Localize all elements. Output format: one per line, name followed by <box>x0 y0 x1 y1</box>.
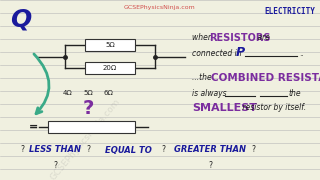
Text: 5Ω: 5Ω <box>83 90 93 96</box>
Text: COMBINED RESISTANCE: COMBINED RESISTANCE <box>211 73 320 83</box>
Text: ..: .. <box>299 48 304 57</box>
Text: =: = <box>28 122 38 132</box>
FancyBboxPatch shape <box>48 121 135 133</box>
Text: RESISTORS: RESISTORS <box>209 33 270 43</box>
Text: is always: is always <box>192 89 229 98</box>
Text: ?: ? <box>86 145 90 154</box>
Text: 6Ω: 6Ω <box>103 90 113 96</box>
Text: ?: ? <box>20 145 24 154</box>
FancyBboxPatch shape <box>85 39 135 51</box>
Text: ?: ? <box>82 100 94 118</box>
Text: 5Ω: 5Ω <box>105 42 115 48</box>
Text: ?: ? <box>161 145 165 154</box>
Text: ...the: ...the <box>192 73 214 82</box>
Text: LESS THAN: LESS THAN <box>29 145 81 154</box>
Text: ?: ? <box>208 161 212 170</box>
FancyBboxPatch shape <box>85 62 135 74</box>
Text: 4Ω: 4Ω <box>63 90 73 96</box>
Text: GCSEPhysicsNinja.com: GCSEPhysicsNinja.com <box>124 4 196 10</box>
Text: Q: Q <box>10 8 31 32</box>
Text: ?: ? <box>251 145 255 154</box>
Text: GREATER THAN: GREATER THAN <box>174 145 246 154</box>
Text: EQUAL TO: EQUAL TO <box>105 145 151 154</box>
Text: the: the <box>289 89 302 98</box>
Text: ?: ? <box>53 161 57 170</box>
Text: connected in: connected in <box>192 48 244 57</box>
Text: when: when <box>192 33 215 42</box>
Text: ELECTRICITY: ELECTRICITY <box>264 6 315 15</box>
Text: SMALLEST: SMALLEST <box>192 103 257 113</box>
Text: 20Ω: 20Ω <box>103 65 117 71</box>
FancyArrowPatch shape <box>34 54 49 114</box>
Text: resistor by itself.: resistor by itself. <box>240 103 306 112</box>
Text: P: P <box>236 46 245 60</box>
Text: are: are <box>255 33 270 42</box>
Text: GCSEPhysicsNinja.com: GCSEPhysicsNinja.com <box>48 98 122 180</box>
